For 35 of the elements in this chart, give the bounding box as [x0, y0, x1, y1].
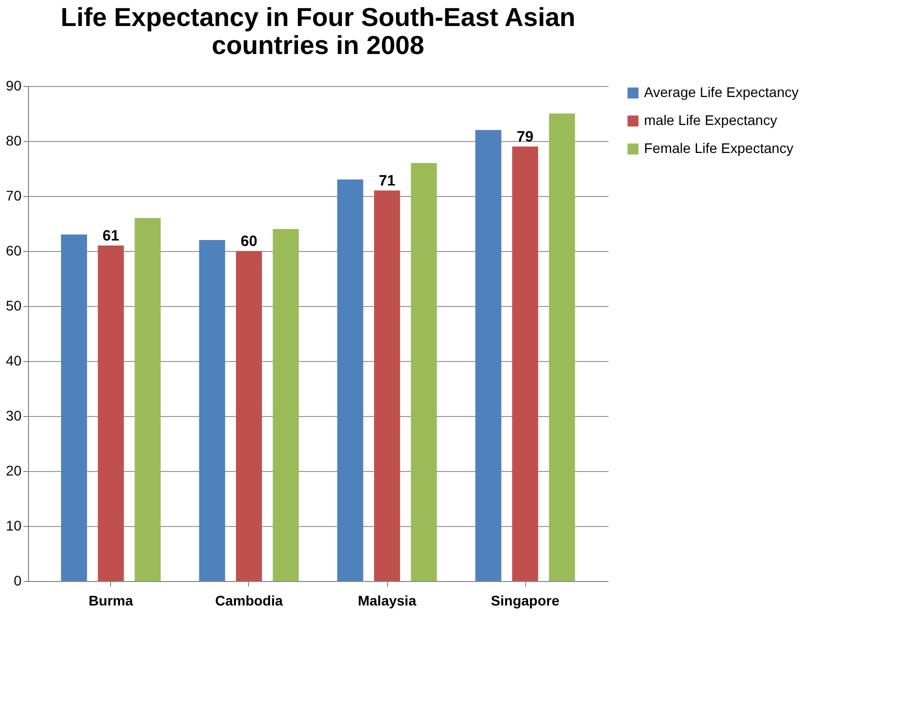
bar [475, 130, 502, 581]
legend-label: male Life Expectancy [644, 112, 778, 128]
bar [236, 251, 262, 581]
bar [61, 234, 88, 581]
data-label: 60 [240, 233, 258, 250]
data-label: 71 [378, 172, 396, 190]
y-tick-label: 40 [6, 352, 22, 368]
bar [410, 163, 437, 581]
bar [548, 114, 575, 581]
data-label: 61 [102, 228, 120, 244]
text: countries in 2008 [212, 30, 424, 60]
x-tick-label: Singapore [490, 592, 560, 608]
bar [512, 146, 538, 581]
bar [98, 246, 124, 581]
y-tick-label: 60 [6, 242, 22, 258]
bar [337, 180, 364, 581]
x-tick-label: Malaysia [358, 592, 416, 608]
bar [272, 229, 299, 581]
y-tick-label: 70 [6, 188, 22, 204]
bar [134, 218, 161, 581]
text: Life Expectancy in Four South-East Asian [60, 2, 576, 32]
y-tick-label: 20 [6, 462, 22, 478]
data-label: 79 [516, 128, 534, 146]
y-tick-label: 90 [6, 78, 22, 94]
legend-label: Average Life Expectancy [644, 84, 799, 100]
y-tick-label: 80 [6, 132, 22, 148]
y-tick-label: 0 [14, 572, 22, 588]
x-tick-label: Burma [88, 592, 134, 608]
y-tick-label: 50 [6, 298, 22, 314]
y-tick-label: 30 [6, 408, 22, 424]
y-tick-label: 10 [6, 518, 22, 534]
x-tick-label: Cambodia [215, 592, 283, 608]
legend-label: Female Life Expectancy [644, 140, 794, 156]
bar [374, 190, 400, 581]
bar [199, 240, 226, 581]
